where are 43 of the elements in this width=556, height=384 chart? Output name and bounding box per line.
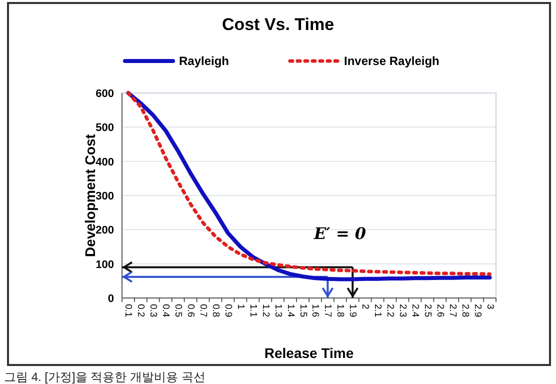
x-tick-label: 1.5: [297, 304, 308, 318]
x-tick-label: 1.6: [310, 304, 321, 318]
y-tick-label: 100: [96, 258, 114, 271]
y-tick-label: 300: [96, 190, 114, 202]
chart-title: Cost Vs. Time: [222, 15, 334, 34]
x-tick-label: 2.9: [472, 304, 483, 318]
x-tick-label: 2.6: [434, 304, 446, 318]
caption: 그림 4. [가정]을 적용한 개발비용 곡선: [4, 370, 206, 384]
x-tick-label: 2: [360, 304, 371, 310]
x-tick-label: 1.9: [347, 304, 358, 318]
x-tick-label: 0.2: [135, 304, 146, 318]
x-tick-label: 0.6: [185, 304, 196, 318]
annotation: E′ = 0: [312, 224, 366, 243]
x-tick-label: 0.1: [122, 304, 134, 318]
x-tick-label: 1: [234, 304, 246, 310]
x-tick-label: 0.7: [198, 304, 209, 318]
x-tick-label: 1.8: [334, 304, 346, 318]
legend-label: Inverse Rayleigh: [344, 54, 440, 68]
x-tick-label: 0.4: [160, 304, 172, 318]
y-tick-label: 400: [96, 156, 114, 168]
x-tick-label: 0.8: [210, 304, 221, 318]
x-tick-label: 2.8: [459, 304, 470, 318]
y-tick-label: 600: [96, 88, 114, 100]
x-tick-label: 1.4: [284, 304, 296, 318]
x-tick-label: 2.7: [446, 304, 458, 318]
x-tick-label: 2.4: [409, 304, 420, 318]
x-tick-label: 0.3: [148, 304, 159, 318]
x-tick-label: 0.5: [172, 304, 184, 318]
y-tick-label: 0: [108, 293, 114, 305]
x-tick-label: 0.9: [222, 304, 234, 318]
x-tick-label: 1.1: [247, 304, 258, 318]
x-tick-label: 1.3: [272, 304, 284, 318]
x-tick-label: 3: [484, 304, 496, 310]
y-tick-label: 500: [96, 122, 114, 134]
x-tick-label: 2.2: [384, 304, 396, 318]
x-axis-title: Release Time: [264, 345, 354, 361]
legend-label: Rayleigh: [179, 54, 230, 68]
x-tick-label: 1.7: [322, 304, 334, 318]
x-tick-label: 1.2: [260, 304, 271, 318]
x-tick-label: 2.5: [422, 304, 433, 318]
x-tick-label: 2.3: [397, 304, 408, 318]
y-tick-label: 200: [96, 224, 114, 237]
x-tick-label: 2.1: [372, 304, 384, 318]
